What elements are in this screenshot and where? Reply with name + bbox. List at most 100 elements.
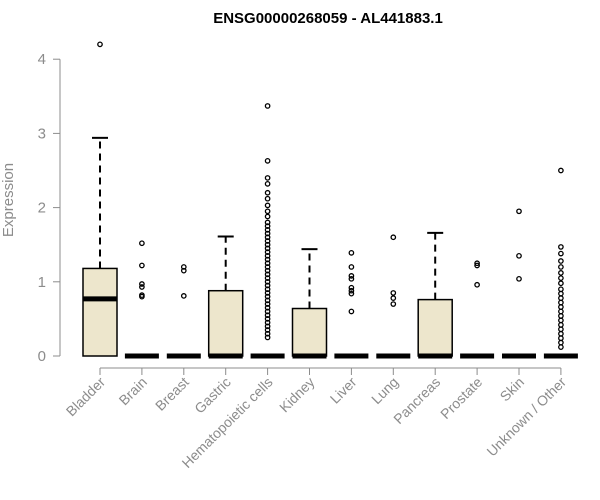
outlier-point <box>558 264 564 270</box>
outlier-point <box>264 175 271 181</box>
outlier-point <box>558 167 564 174</box>
y-tick-label: 4 <box>38 51 46 68</box>
outlier-point <box>558 250 564 257</box>
outlier-point <box>264 330 271 337</box>
outlier-point <box>264 208 271 215</box>
outlier-point <box>264 304 271 311</box>
outlier-point <box>558 344 564 350</box>
outlier-point <box>264 103 271 109</box>
box-body <box>291 307 328 357</box>
y-tick-label: 1 <box>38 274 46 291</box>
outlier-point <box>264 308 271 315</box>
outlier-point <box>264 312 271 319</box>
outlier-point <box>348 264 355 270</box>
x-tick-label: Lung <box>368 374 401 407</box>
outlier-point <box>348 308 355 315</box>
outlier-point <box>558 280 564 287</box>
outlier-point <box>264 252 271 259</box>
x-tick-label: Prostate <box>437 374 485 422</box>
outlier-point <box>348 284 355 291</box>
box-group <box>334 250 369 359</box>
outlier-point <box>558 275 564 281</box>
outlier-point <box>558 258 564 264</box>
box-group <box>166 264 201 359</box>
outlier-point <box>264 275 271 281</box>
outlier-point <box>139 240 145 247</box>
y-axis-label: Expression <box>0 163 17 237</box>
box-group <box>250 103 285 359</box>
outlier-point <box>558 270 564 276</box>
outlier-point <box>390 290 397 296</box>
outlier-point <box>558 326 564 333</box>
outlier-point <box>264 319 271 326</box>
outlier-point <box>558 313 564 319</box>
outlier-point <box>474 262 480 269</box>
x-tick-label: Bladder <box>63 374 109 420</box>
outlier-point <box>264 227 271 233</box>
outlier-point <box>264 264 271 270</box>
x-tick-label: Skin <box>497 374 528 405</box>
box-group <box>502 208 536 359</box>
box-group <box>82 41 118 357</box>
outlier-point <box>264 213 271 220</box>
outlier-point <box>558 335 564 342</box>
box-body <box>207 289 244 357</box>
outlier-point <box>264 323 271 330</box>
outlier-point <box>180 267 187 274</box>
box-group <box>543 167 578 359</box>
outlier-point <box>264 286 271 293</box>
outlier-point <box>264 260 271 267</box>
outlier-point <box>264 223 271 229</box>
outlier-point <box>264 158 271 164</box>
outlier-point <box>264 282 271 289</box>
outlier-point <box>264 278 271 285</box>
outlier-point <box>558 286 564 293</box>
outlier-point <box>516 252 522 259</box>
outlier-point <box>558 321 564 328</box>
outlier-point <box>264 245 271 252</box>
outlier-point <box>264 267 271 274</box>
outlier-point <box>558 244 564 250</box>
y-tick-label: 2 <box>38 200 46 217</box>
outlier-point <box>264 290 271 296</box>
x-tick-label: Breast <box>152 374 192 414</box>
outlier-point <box>264 301 271 307</box>
outlier-point <box>264 256 271 263</box>
outlier-point <box>558 299 564 306</box>
outlier-point <box>264 234 271 241</box>
outlier-point <box>558 308 564 315</box>
box-body <box>417 298 453 357</box>
box-group <box>460 260 495 359</box>
box-group <box>417 231 453 359</box>
outlier-point <box>474 281 480 288</box>
y-tick-label: 0 <box>38 348 46 365</box>
x-tick-label: Liver <box>327 374 360 407</box>
outlier-point <box>558 317 564 324</box>
outlier-point <box>390 301 397 307</box>
outlier-point <box>348 250 355 256</box>
outlier-point <box>264 334 271 341</box>
x-tick-label: Unknown / Other <box>483 374 569 460</box>
outlier-point <box>264 219 271 226</box>
outlier-point <box>264 297 271 304</box>
outlier-point <box>180 264 187 270</box>
box-group <box>376 234 411 359</box>
outlier-point <box>558 290 564 297</box>
outlier-point <box>558 304 564 310</box>
outlier-point <box>139 281 145 287</box>
outlier-point <box>264 293 271 300</box>
box-group <box>291 248 328 359</box>
outlier-point <box>348 290 355 297</box>
outlier-point <box>264 241 271 248</box>
box-group <box>124 240 159 359</box>
outlier-point <box>264 202 271 209</box>
outlier-point <box>516 208 522 215</box>
outlier-point <box>264 238 271 244</box>
outlier-point <box>558 339 564 346</box>
chart-title: ENSG00000268059 - AL441883.1 <box>213 10 443 27</box>
outlier-point <box>264 249 271 255</box>
boxes-layer <box>82 41 578 359</box>
